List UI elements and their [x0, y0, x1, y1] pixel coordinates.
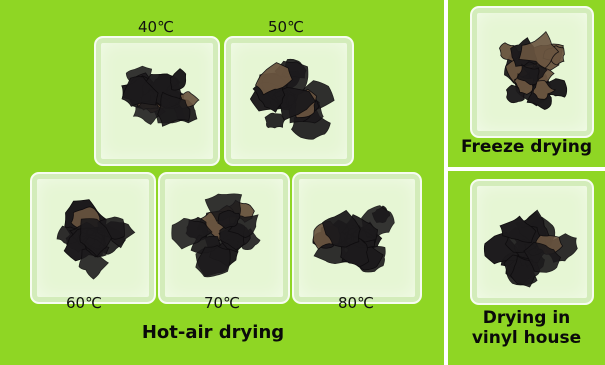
- vinyl-house-caption-line-2: vinyl house: [471, 327, 582, 348]
- vinyl-house-drying-panel: Drying in vinyl house: [448, 171, 605, 365]
- mushroom-cluster: [56, 199, 136, 280]
- mushroom-piece: [523, 241, 562, 273]
- tray-70c: [158, 172, 290, 304]
- mushroom-piece: [79, 218, 113, 258]
- mushroom-piece: [169, 68, 187, 91]
- mushroom-piece: [517, 63, 540, 86]
- freeze-drying-caption: Freeze drying: [460, 137, 593, 157]
- tray-50c: [224, 36, 354, 166]
- mushroom-cluster: [499, 31, 568, 110]
- hot-air-drying-caption: Hot-air drying: [141, 322, 285, 343]
- mushroom-piece: [121, 76, 159, 107]
- mushroom-cluster: [171, 193, 261, 278]
- tray-60c: [30, 172, 156, 304]
- tray-40c: [94, 36, 220, 166]
- mushroom-cluster: [249, 58, 335, 140]
- mushroom-piece: [195, 244, 231, 278]
- vinyl-house-caption-line-1: Drying in: [482, 308, 571, 328]
- vinyl-house-caption: Drying in vinyl house: [448, 308, 605, 348]
- mushroom-piece: [532, 80, 557, 100]
- mushroom-piece: [157, 91, 191, 127]
- mushroom-piece: [171, 217, 213, 250]
- mushroom-cluster: [121, 65, 200, 127]
- hot-air-drying-panel: 40℃ 50℃ 60℃ 70℃ 80℃ Hot-air drying: [0, 0, 444, 365]
- temperature-label-70c: 70℃: [204, 294, 240, 312]
- tray-freeze-drying: [470, 6, 594, 138]
- tray-80c: [292, 172, 422, 304]
- mushroom-cluster: [483, 209, 578, 288]
- temperature-label-40c: 40℃: [138, 18, 174, 36]
- mushroom-cluster: [312, 205, 395, 273]
- tray-vinyl-house: [470, 179, 594, 305]
- freeze-drying-panel: Freeze drying: [448, 0, 605, 167]
- mushroom-piece: [518, 31, 560, 69]
- temperature-label-80c: 80℃: [338, 294, 374, 312]
- mushroom-piece: [499, 215, 537, 243]
- mushroom-piece: [254, 62, 293, 96]
- temperature-label-60c: 60℃: [66, 294, 102, 312]
- temperature-label-50c: 50℃: [268, 18, 304, 36]
- mushroom-piece: [217, 209, 241, 229]
- mushroom-piece: [322, 209, 361, 248]
- mushroom-piece: [264, 112, 286, 129]
